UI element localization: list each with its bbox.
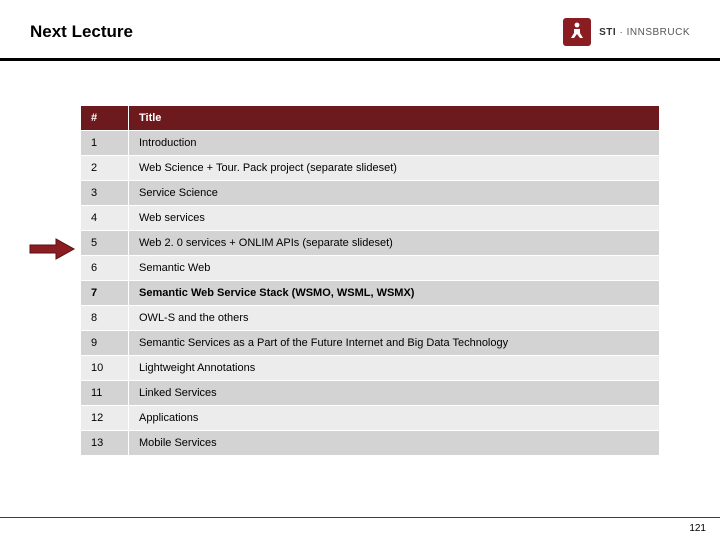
cell-number: 3: [81, 181, 129, 206]
logo-text: STI · INNSBRUCK: [599, 27, 690, 38]
page-number: 121: [689, 523, 706, 534]
lecture-table: # Title 1Introduction2Web Science + Tour…: [80, 105, 660, 456]
logo-icon: [563, 18, 591, 46]
cell-title: Web services: [129, 206, 660, 231]
footer-divider: [0, 517, 720, 519]
cell-title: Lightweight Annotations: [129, 356, 660, 381]
cell-number: 7: [81, 281, 129, 306]
col-title-header: Title: [129, 106, 660, 131]
cell-title: Introduction: [129, 131, 660, 156]
table-row: 4Web services: [81, 206, 660, 231]
cell-number: 10: [81, 356, 129, 381]
cell-title: Service Science: [129, 181, 660, 206]
cell-number: 5: [81, 231, 129, 256]
cell-number: 9: [81, 331, 129, 356]
logo: STI · INNSBRUCK: [563, 18, 690, 46]
cell-title: OWL-S and the others: [129, 306, 660, 331]
table-row: 12Applications: [81, 406, 660, 431]
cell-title: Semantic Web Service Stack (WSMO, WSML, …: [129, 281, 660, 306]
cell-title: Semantic Web: [129, 256, 660, 281]
table-row: 8OWL-S and the others: [81, 306, 660, 331]
current-lecture-arrow-icon: [28, 238, 76, 260]
logo-sep: ·: [616, 27, 626, 38]
cell-number: 13: [81, 431, 129, 456]
table-row: 9Semantic Services as a Part of the Futu…: [81, 331, 660, 356]
table-row: 13Mobile Services: [81, 431, 660, 456]
cell-title: Linked Services: [129, 381, 660, 406]
table-row: 5Web 2. 0 services + ONLIM APIs (separat…: [81, 231, 660, 256]
table-row: 7Semantic Web Service Stack (WSMO, WSML,…: [81, 281, 660, 306]
cell-number: 1: [81, 131, 129, 156]
cell-title: Web Science + Tour. Pack project (separa…: [129, 156, 660, 181]
cell-number: 12: [81, 406, 129, 431]
cell-number: 2: [81, 156, 129, 181]
table-row: 10Lightweight Annotations: [81, 356, 660, 381]
cell-number: 11: [81, 381, 129, 406]
cell-number: 4: [81, 206, 129, 231]
logo-brand: STI: [599, 27, 616, 38]
table-row: 11Linked Services: [81, 381, 660, 406]
cell-title: Semantic Services as a Part of the Futur…: [129, 331, 660, 356]
table-row: 2Web Science + Tour. Pack project (separ…: [81, 156, 660, 181]
table-row: 6Semantic Web: [81, 256, 660, 281]
cell-title: Web 2. 0 services + ONLIM APIs (separate…: [129, 231, 660, 256]
col-number-header: #: [81, 106, 129, 131]
table-row: 3Service Science: [81, 181, 660, 206]
cell-title: Applications: [129, 406, 660, 431]
cell-title: Mobile Services: [129, 431, 660, 456]
table-container: # Title 1Introduction2Web Science + Tour…: [0, 61, 720, 456]
table-header-row: # Title: [81, 106, 660, 131]
cell-number: 8: [81, 306, 129, 331]
cell-number: 6: [81, 256, 129, 281]
table-row: 1Introduction: [81, 131, 660, 156]
slide-header: Next Lecture STI · INNSBRUCK: [0, 0, 720, 54]
logo-city: INNSBRUCK: [627, 27, 690, 38]
page-title: Next Lecture: [30, 22, 133, 42]
